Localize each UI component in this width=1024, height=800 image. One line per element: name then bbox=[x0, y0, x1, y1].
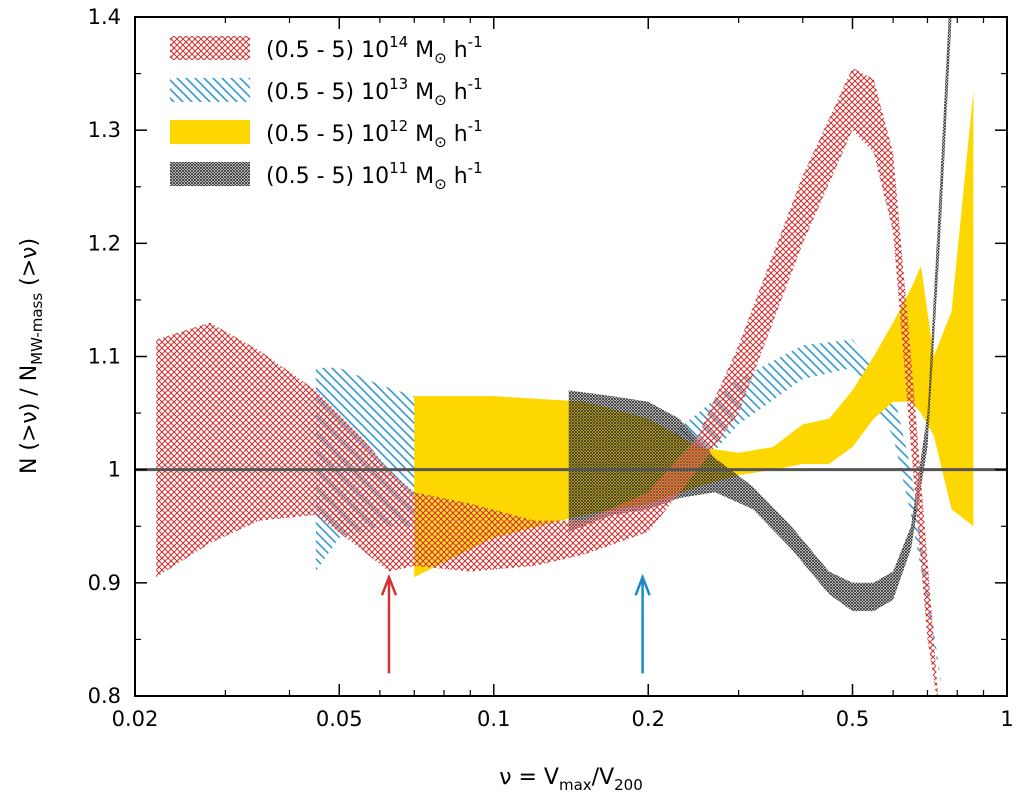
y-tick-label: 1.3 bbox=[88, 118, 121, 142]
x-axis-label: ν = Vmax/V200 bbox=[499, 765, 643, 794]
band-series-0 bbox=[156, 67, 939, 696]
y-axis-label: N (>ν) / NMW-mass (>ν) bbox=[17, 238, 46, 474]
x-tick-label: 0.5 bbox=[836, 707, 869, 731]
y-tick-label: 0.8 bbox=[88, 684, 121, 708]
y-tick-label: 1.1 bbox=[88, 345, 121, 369]
x-tick-label: 0.1 bbox=[477, 707, 510, 731]
x-tick-label: 1 bbox=[1000, 707, 1013, 731]
tick-label-layer: 0.02 0.05 0.1 0.2 0.5 1 0.8 0.9 1 1.1 1.2 1.3 1.4 bbox=[88, 5, 1014, 731]
legend-label-2: (0.5 - 5) 1012 M⊙ h-1 bbox=[266, 117, 483, 151]
y-tick-label: 1 bbox=[108, 458, 121, 482]
x-tick-label: 0.05 bbox=[316, 707, 363, 731]
tick-layer bbox=[134, 16, 1008, 697]
arrow-head-1 bbox=[634, 573, 651, 596]
y-tick-label: 0.9 bbox=[88, 571, 121, 595]
legend-label-0: (0.5 - 5) 1014 M⊙ h-1 bbox=[266, 33, 483, 67]
legend-label-3: (0.5 - 5) 1011 M⊙ h-1 bbox=[266, 159, 483, 193]
legend-swatch-3 bbox=[170, 162, 250, 186]
y-tick-label: 1.4 bbox=[88, 5, 121, 29]
legend-label-1: (0.5 - 5) 1013 M⊙ h-1 bbox=[266, 75, 483, 109]
x-tick-label: 0.02 bbox=[112, 707, 159, 731]
arrow-layer bbox=[380, 573, 651, 674]
legend-swatch-0 bbox=[170, 36, 250, 60]
arrow-head-0 bbox=[380, 573, 398, 596]
band-series-3 bbox=[568, 17, 952, 612]
x-tick-label: 0.2 bbox=[632, 707, 665, 731]
band-series-2 bbox=[414, 90, 974, 578]
legend-swatch-1 bbox=[170, 78, 250, 102]
legend-swatch-2 bbox=[170, 120, 250, 144]
band-layer bbox=[156, 17, 974, 696]
y-tick-label: 1.2 bbox=[88, 231, 121, 255]
legend: (0.5 - 5) 1014 M⊙ h-1 (0.5 - 5) 1013 M⊙ h… bbox=[170, 33, 483, 193]
